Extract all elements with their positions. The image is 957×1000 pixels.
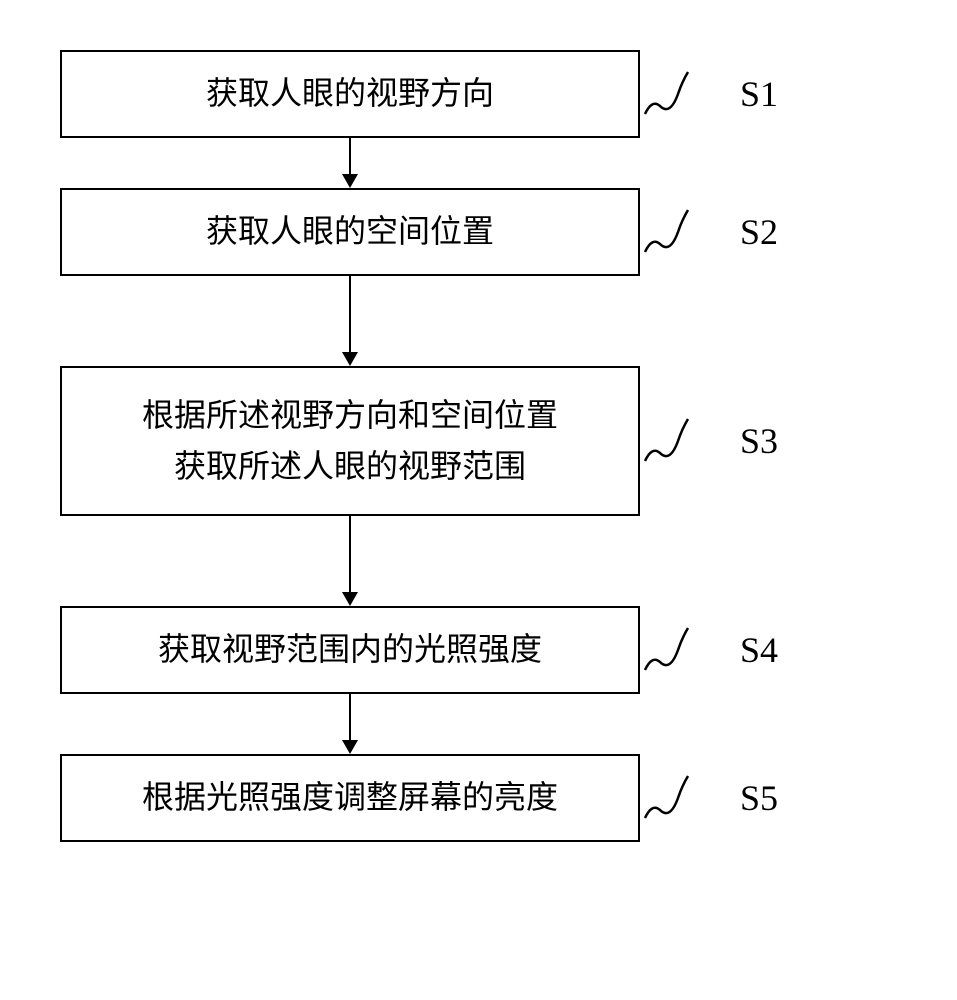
step-container-s4: 获取视野范围内的光照强度 S4 — [60, 606, 900, 694]
step-text-s2: 获取人眼的空间位置 — [206, 206, 494, 257]
step-box-s1: 获取人眼的视野方向 — [60, 50, 640, 138]
squiggle-connector-icon — [640, 64, 690, 124]
arrow-container — [60, 138, 640, 188]
squiggle-connector-icon — [640, 411, 690, 471]
step-box-s4: 获取视野范围内的光照强度 — [60, 606, 640, 694]
squiggle-connector-icon — [640, 768, 690, 828]
step-container-s3: 根据所述视野方向和空间位置 获取所述人眼的视野范围 S3 — [60, 366, 900, 516]
arrow-container — [60, 694, 640, 754]
step-label-s5: S5 — [740, 777, 778, 819]
step-label-s1: S1 — [740, 73, 778, 115]
step-box-s5: 根据光照强度调整屏幕的亮度 — [60, 754, 640, 842]
step-container-s1: 获取人眼的视野方向 S1 — [60, 50, 900, 138]
step-label-s3: S3 — [740, 420, 778, 462]
step-text-s1: 获取人眼的视野方向 — [206, 68, 494, 119]
arrow-container — [60, 276, 640, 366]
arrow-container — [60, 516, 640, 606]
arrow-down-icon — [338, 276, 362, 366]
step-box-s2: 获取人眼的空间位置 — [60, 188, 640, 276]
step-label-s2: S2 — [740, 211, 778, 253]
step-text-s3: 根据所述视野方向和空间位置 获取所述人眼的视野范围 — [142, 390, 558, 492]
step-label-s4: S4 — [740, 629, 778, 671]
step-text-s5: 根据光照强度调整屏幕的亮度 — [142, 772, 558, 823]
arrow-down-icon — [338, 516, 362, 606]
squiggle-connector-icon — [640, 620, 690, 680]
step-container-s5: 根据光照强度调整屏幕的亮度 S5 — [60, 754, 900, 842]
flowchart-container: 获取人眼的视野方向 S1 获取人眼的空间位置 S2 根据所述视野方向和空间位置 … — [60, 50, 900, 842]
arrow-down-icon — [338, 138, 362, 188]
step-text-s4: 获取视野范围内的光照强度 — [158, 624, 542, 675]
step-container-s2: 获取人眼的空间位置 S2 — [60, 188, 900, 276]
arrow-down-icon — [338, 694, 362, 754]
step-box-s3: 根据所述视野方向和空间位置 获取所述人眼的视野范围 — [60, 366, 640, 516]
squiggle-connector-icon — [640, 202, 690, 262]
